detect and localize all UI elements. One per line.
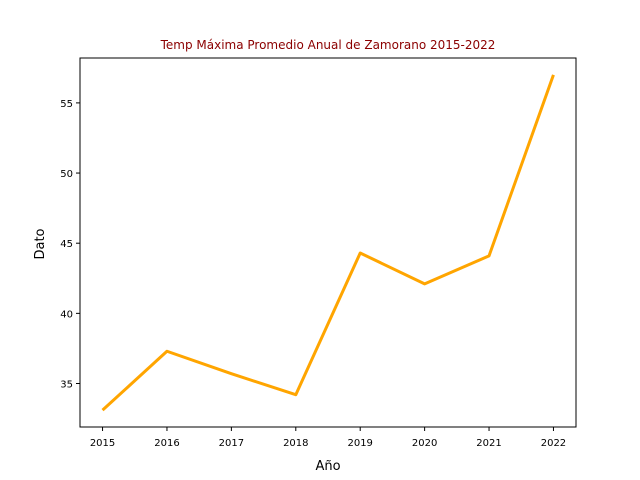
y-axis: 35 40 45 50 55	[60, 99, 80, 391]
y-tick-label: 35	[60, 380, 73, 391]
x-tick-label: 2022	[541, 438, 566, 449]
x-tick-label: 2019	[347, 438, 372, 449]
x-tick-label: 2016	[154, 438, 179, 449]
x-tick-label: 2020	[412, 438, 437, 449]
x-tick-label: 2021	[476, 438, 501, 449]
data-points	[102, 74, 554, 411]
y-tick-label: 55	[60, 99, 73, 110]
y-axis-label: Dato	[33, 228, 48, 259]
x-tick-label: 2017	[219, 438, 244, 449]
series-line	[101, 74, 555, 412]
y-tick-label: 50	[60, 169, 73, 180]
x-axis-label: Año	[315, 459, 340, 474]
y-tick-label: 40	[60, 309, 73, 320]
x-tick-label: 2018	[283, 438, 308, 449]
x-axis: 2015 2016 2017 2018 2019 2020 2021 2022	[90, 427, 566, 449]
chart-title: Temp Máxima Promedio Anual de Zamorano 2…	[160, 38, 496, 52]
x-tick-label: 2015	[90, 438, 115, 449]
plot-frame	[79, 57, 577, 428]
y-tick-label: 45	[60, 239, 73, 250]
plot-area	[79, 57, 577, 428]
